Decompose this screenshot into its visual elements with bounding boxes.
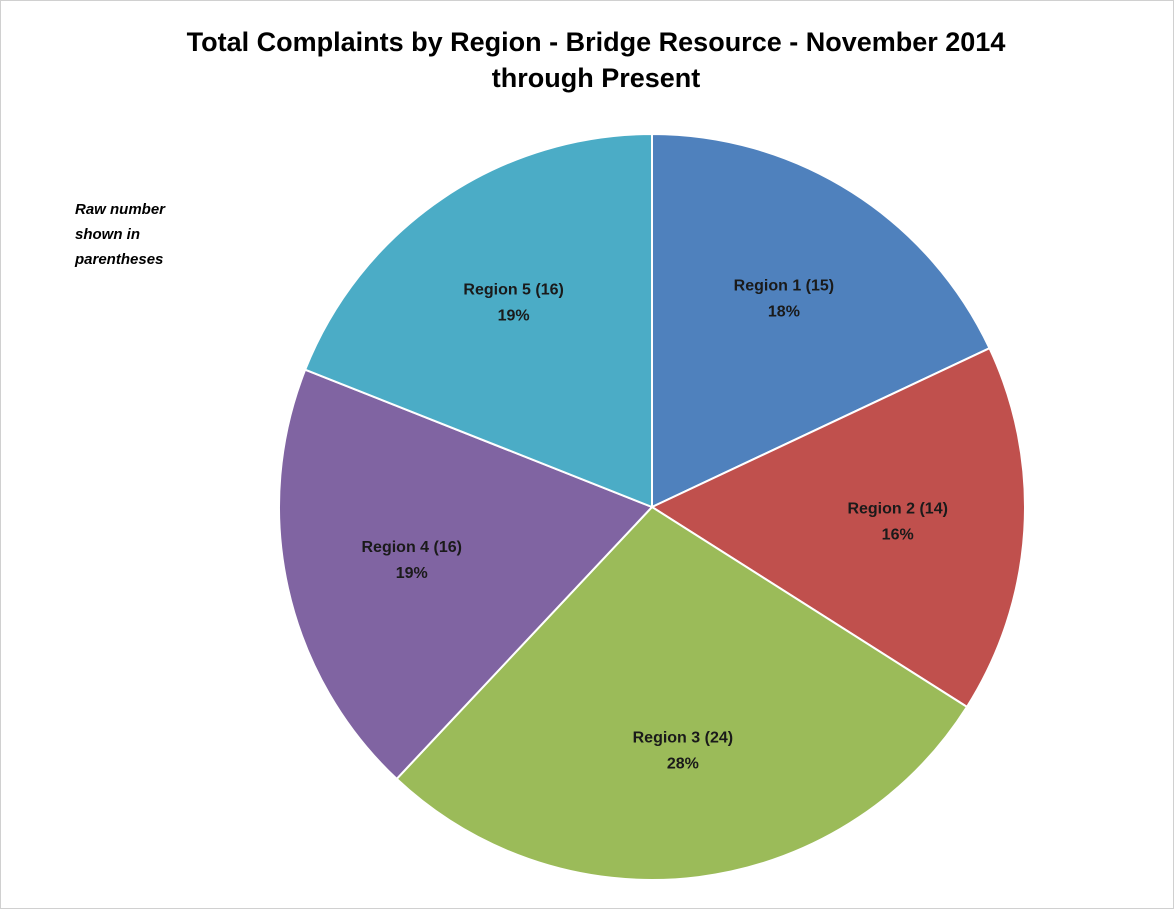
- note: shown in: [75, 226, 140, 243]
- chart-title: through Present: [492, 63, 701, 93]
- slice-percent: 19%: [396, 565, 428, 582]
- slice-percent: 28%: [667, 755, 699, 772]
- pie-slice: [649, 346, 1026, 709]
- slice-label: Region 3 (24): [633, 729, 733, 746]
- note: parentheses: [74, 251, 163, 268]
- slice-label: Region 2 (14): [847, 501, 947, 518]
- slice-label: Region 5 (16): [463, 282, 563, 299]
- slice-label: Region 1 (15): [734, 277, 834, 294]
- pie-slice: [395, 505, 969, 881]
- slice-percent: 19%: [498, 308, 530, 325]
- pie-slice: [651, 132, 991, 509]
- chart-title: Total Complaints by Region - Bridge Reso…: [187, 27, 1006, 57]
- pie-slice: [303, 132, 653, 509]
- slice-percent: 18%: [768, 303, 800, 320]
- note: Raw number: [75, 201, 166, 218]
- slice-percent: 16%: [882, 527, 914, 544]
- pie-slice: [278, 368, 654, 781]
- slice-label: Region 4 (16): [362, 539, 462, 556]
